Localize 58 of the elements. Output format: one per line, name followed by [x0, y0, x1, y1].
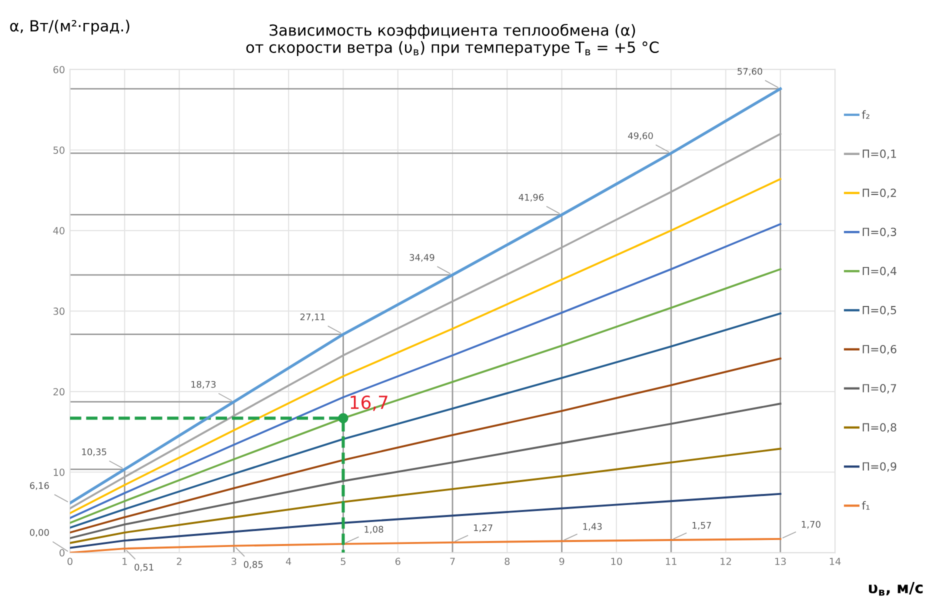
y-tick-label: 50 — [53, 146, 64, 154]
y-tick-label: 10 — [54, 468, 64, 476]
x-tick-label: 14 — [830, 558, 841, 565]
line-series — [70, 268, 782, 524]
line-series — [70, 358, 782, 534]
x-tick-label: 9 — [559, 558, 564, 566]
data-label: 0,85 — [244, 561, 263, 569]
data-label: 0,00 — [30, 529, 49, 537]
x-tick-label: 13 — [775, 558, 786, 566]
x-tick-label: 10 — [611, 558, 622, 566]
y-tick-label: 40 — [53, 227, 64, 234]
data-label: 18,73 — [191, 380, 216, 389]
x-tick-label: 0 — [68, 558, 72, 566]
legend-label: П=0,6 — [862, 344, 896, 355]
line-series — [70, 538, 782, 553]
x-tick-label: 2 — [176, 558, 182, 565]
data-label: 57,60 — [738, 68, 762, 76]
x-tick-label: 7 — [450, 558, 455, 565]
line-series — [70, 448, 782, 544]
legend-label: П=0,5 — [862, 306, 896, 316]
annotation: 16,7 — [350, 395, 388, 411]
data-label: 1,57 — [692, 522, 711, 530]
legend-label: П=0,4 — [862, 266, 896, 276]
data-label: 0,51 — [134, 564, 154, 572]
legend-label: П=0,3 — [862, 228, 896, 238]
data-label: 1,70 — [802, 520, 820, 529]
data-label: 34,49 — [410, 254, 434, 262]
x-tick-label: 8 — [504, 558, 510, 566]
data-label: 27,11 — [300, 313, 325, 322]
x-tick-label: 12 — [720, 558, 731, 565]
x-tick-label: 11 — [666, 558, 676, 565]
x-tick-label: 5 — [340, 558, 346, 566]
data-label: 49,60 — [628, 132, 653, 140]
y-tick-label: 20 — [53, 388, 64, 396]
data-label: 1,27 — [474, 524, 492, 532]
data-label: 1,43 — [583, 523, 602, 531]
legend-label: П=0,1 — [862, 150, 896, 160]
x-tick-label: 6 — [395, 558, 400, 566]
x-tick-label: 4 — [286, 558, 292, 565]
y-tick-label: 60 — [53, 66, 64, 74]
x-axis-title: υ$_{в}$, м/с — [868, 582, 923, 596]
line-series — [70, 492, 782, 549]
x-tick-label: 3 — [232, 558, 236, 566]
y-axis-title: α, Вт/(м²·град.) — [10, 20, 130, 35]
legend-label: П=0,7 — [862, 384, 896, 394]
data-label: 41,96 — [518, 194, 544, 202]
legend-label: П=0,8 — [862, 423, 896, 433]
x-tick-label: 1 — [122, 558, 127, 565]
legend-label: П=0,2 — [862, 188, 896, 198]
y-tick-label: 30 — [53, 308, 64, 315]
legend-label: f₂ — [862, 110, 870, 119]
legend-label: П=0,9 — [862, 462, 896, 472]
chart-title: Зависимость коэффициента теплообмена (α) от скорости ветра (υ$_{в}$) при температуре T$_{в}$ = +5 °C — [246, 24, 659, 56]
data-label: 1,08 — [364, 526, 384, 534]
legend-label: f₁ — [862, 501, 870, 510]
data-label: 10,35 — [82, 448, 106, 456]
y-tick-label: 0 — [60, 549, 64, 556]
data-label: 6,16 — [30, 482, 49, 490]
